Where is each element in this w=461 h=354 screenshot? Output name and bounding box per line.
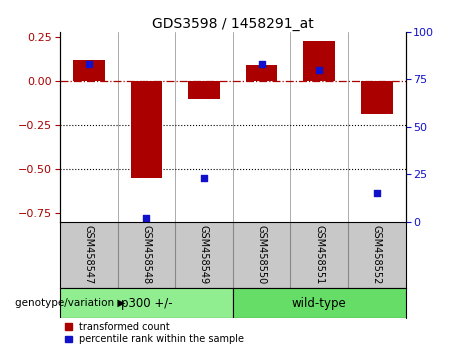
Bar (73, 60, 105, 81)
Title: GDS3598 / 1458291_at: GDS3598 / 1458291_at (152, 17, 313, 31)
Text: GSM458552: GSM458552 (372, 225, 382, 284)
Text: p300 +/-: p300 +/- (121, 297, 172, 310)
Point (142, 215, 150, 221)
Bar (303, 41, 335, 81)
Legend: transformed count, percentile rank within the sample: transformed count, percentile rank withi… (65, 322, 244, 344)
Point (373, 190, 381, 196)
Text: GSM458547: GSM458547 (84, 225, 94, 284)
Point (85, 61, 92, 67)
Bar (233, 288, 406, 319)
Bar (188, 81, 220, 99)
Point (315, 67, 323, 73)
Text: GSM458550: GSM458550 (257, 225, 266, 284)
Point (200, 175, 207, 181)
Bar (60, 288, 233, 319)
Bar (130, 81, 162, 178)
Text: wild-type: wild-type (292, 297, 347, 310)
Text: genotype/variation ▶: genotype/variation ▶ (15, 298, 125, 308)
Bar (361, 81, 393, 114)
Text: GSM458548: GSM458548 (142, 225, 151, 284)
Bar (246, 65, 278, 81)
Text: GSM458551: GSM458551 (314, 225, 324, 284)
Point (258, 61, 266, 67)
Text: GSM458549: GSM458549 (199, 225, 209, 284)
